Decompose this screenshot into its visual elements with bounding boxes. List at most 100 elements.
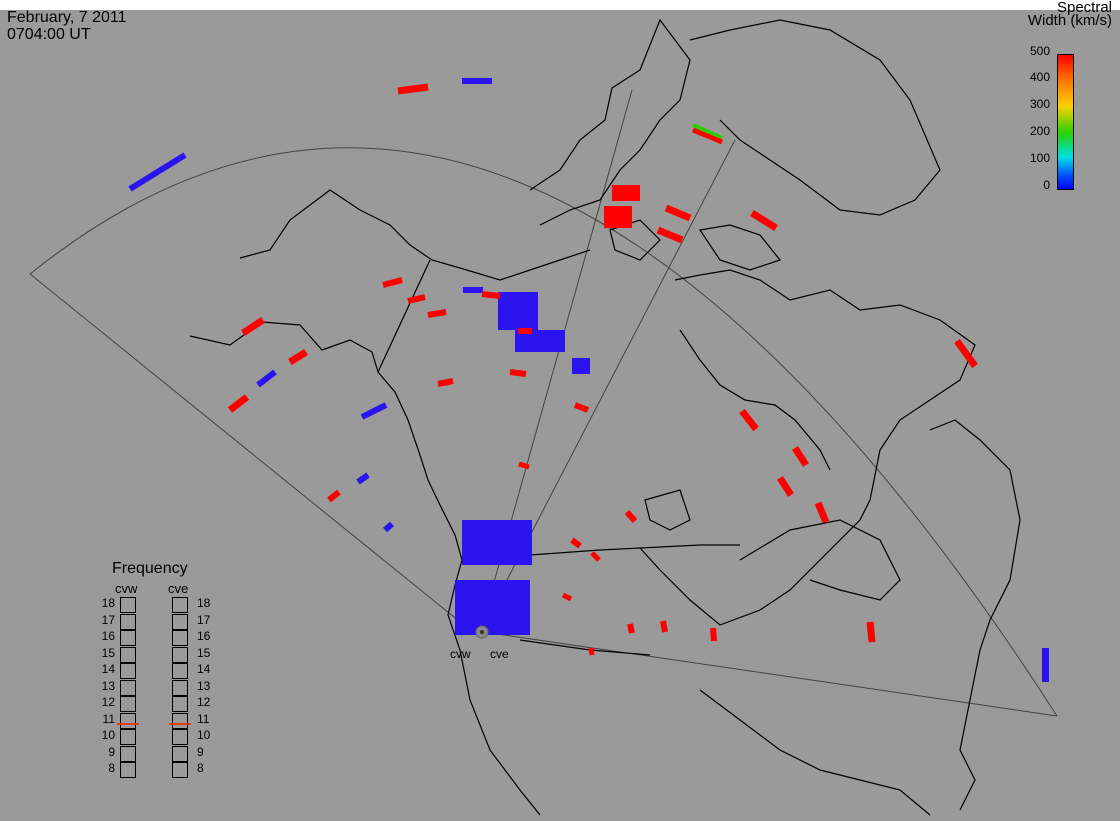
red-cell-26 (570, 537, 582, 549)
red-cell-24 (814, 501, 830, 524)
blue-cell-1 (572, 358, 590, 374)
red-cell-6 (656, 226, 684, 244)
backscatter-data (128, 78, 1049, 682)
red-cell-18 (327, 489, 341, 503)
red-cell-15 (437, 378, 454, 387)
red-cell-23 (777, 476, 794, 497)
red-cell-32 (866, 621, 876, 643)
scale-tick-400: 400 (1029, 70, 1050, 84)
frequency-cell (172, 696, 188, 712)
red-cell-22 (792, 446, 809, 467)
red-cell-31 (710, 627, 717, 642)
radar-label-cvw: cvw (450, 647, 471, 661)
frequency-cell (120, 762, 136, 778)
frequency-level-label: 9 (197, 744, 204, 759)
blue-arc-1 (128, 152, 187, 192)
blue-cell-2 (462, 78, 492, 84)
red-cell-13 (288, 349, 308, 365)
frequency-level-label: 12 (101, 695, 115, 709)
blue-arc-2 (256, 369, 277, 388)
scale-tick-100: 100 (1029, 151, 1050, 165)
frequency-level-label: 15 (197, 645, 211, 660)
red-cell-21 (739, 408, 759, 432)
frequency-level-label: 16 (101, 629, 115, 643)
red-cell-30 (660, 620, 668, 633)
red-cell-11 (481, 291, 501, 299)
red-cell-12 (241, 317, 265, 336)
frequency-level-label: 8 (108, 761, 115, 775)
scale-title-line2: Width (km/s) (1027, 12, 1112, 29)
frequency-cell (120, 613, 136, 630)
frequency-cell (172, 597, 188, 613)
red-cell-25 (624, 510, 638, 523)
frequency-cell (172, 729, 188, 745)
blue-cluster-4 (515, 330, 565, 352)
top-band (0, 0, 1120, 10)
frequency-level-label: 17 (197, 612, 211, 627)
frequency-cell (172, 712, 188, 729)
frequency-level-label: 15 (101, 645, 115, 660)
frequency-cell (120, 712, 136, 729)
frequency-level-label: 18 (197, 596, 211, 610)
red-cell-34 (518, 328, 532, 334)
frequency-cell (172, 646, 188, 663)
frequency-level-label: 9 (108, 744, 115, 759)
frequency-cell (120, 696, 136, 712)
red-cell-19 (518, 461, 530, 470)
frequency-cell (172, 613, 188, 630)
red-cell-16 (509, 369, 527, 377)
frequency-cell (120, 663, 136, 679)
frequency-cell (120, 679, 136, 696)
frequency-cell (172, 630, 188, 646)
radar-site-marker (475, 625, 489, 639)
blue-arc-4 (356, 472, 370, 485)
blue-cluster-2 (455, 580, 530, 635)
red-cell-10 (427, 309, 447, 318)
frequency-cell (172, 762, 188, 778)
green-arc (692, 123, 723, 140)
frequency-level-label: 13 (197, 678, 211, 693)
frequency-cell (120, 745, 136, 762)
frequency-level-label: 14 (101, 662, 115, 676)
frequency-cell (172, 745, 188, 762)
scale-tick-300: 300 (1029, 97, 1050, 111)
red-cell-14 (227, 394, 250, 413)
color-scale-bar (1057, 54, 1074, 190)
frequency-cell (120, 597, 136, 613)
frequency-selected-marker (169, 722, 191, 725)
frequency-level-label: 10 (197, 728, 211, 742)
frequency-selected-marker (117, 722, 139, 725)
blue-arc-3 (360, 402, 388, 420)
blue-cluster-3 (498, 292, 538, 330)
red-cell-8 (382, 277, 403, 288)
red-cell-33 (588, 647, 595, 656)
frequency-cell (120, 646, 136, 663)
date-label: February, 7 2011 (7, 9, 127, 26)
scale-tick-0: 0 (1043, 178, 1050, 192)
frequency-level-label: 11 (197, 711, 210, 726)
red-cell-28 (561, 592, 573, 602)
time-label: 0704:00 UT (7, 26, 91, 43)
red-cell-17 (573, 402, 590, 413)
red-cell-5 (664, 204, 692, 222)
frequency-level-label: 10 (101, 728, 115, 742)
scale-title-line1: Spectral (1056, 0, 1112, 16)
blue-cluster-1 (462, 520, 532, 565)
frequency-level-label: 8 (197, 761, 204, 775)
radar-label-cve: cve (490, 647, 509, 661)
red-cell-7 (750, 210, 778, 231)
red-cell-9 (407, 294, 426, 304)
frequency-level-label: 17 (101, 612, 115, 627)
frequency-level-label: 13 (101, 678, 115, 693)
frequency-cell (172, 679, 188, 696)
frequency-cell (172, 663, 188, 679)
frequency-level-label: 12 (197, 695, 211, 709)
frequency-radar-cvw: cvw (115, 581, 138, 596)
frequency-radar-cve: cve (168, 581, 189, 596)
frequency-level-label: 11 (102, 711, 115, 726)
frequency-level-label: 14 (197, 662, 211, 676)
red-cell-1 (397, 83, 429, 95)
frequency-level-label: 18 (101, 596, 115, 610)
blue-cell-4 (1042, 648, 1049, 682)
